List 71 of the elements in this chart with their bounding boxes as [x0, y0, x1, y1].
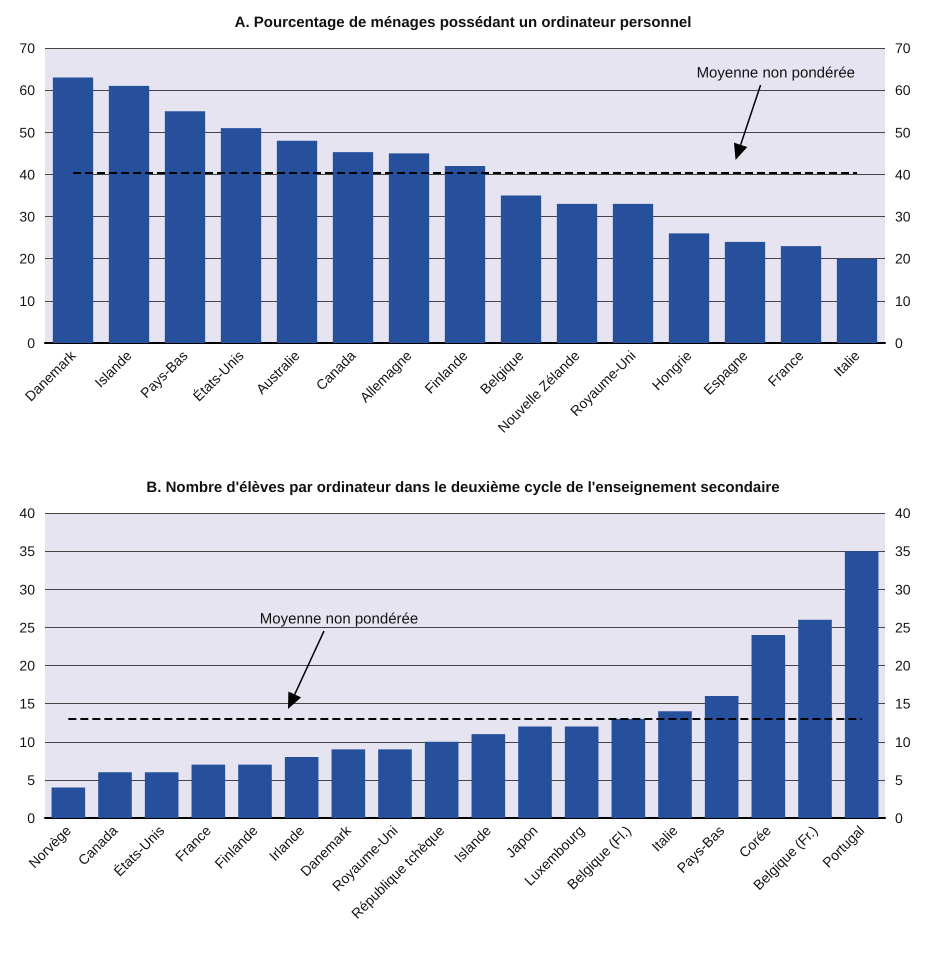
bar: [500, 196, 542, 343]
y-tick-label: 15: [19, 696, 36, 712]
y2-tick-label: 0: [895, 335, 903, 351]
y-tick-label: 70: [19, 40, 36, 56]
y2-tick-label: 20: [895, 250, 911, 267]
y2-tick-label: 40: [895, 166, 911, 182]
bar: [704, 696, 738, 818]
y2-tick-label: 30: [895, 581, 911, 598]
bar: [192, 764, 226, 818]
y-tick-label: 5: [27, 772, 36, 788]
y-tick-label: 35: [19, 543, 36, 560]
y2-tick-label: 0: [895, 810, 903, 826]
bar: [444, 166, 486, 343]
chart-title: B. Nombre d'élèves par ordinateur dans le deuxième cycle de l'enseignement secondaire: [146, 479, 780, 496]
y-tick-label: 40: [19, 166, 36, 182]
y2-tick-label: 15: [895, 696, 911, 712]
bar: [780, 246, 822, 343]
ref-line-label: Moyenne non pondérée: [260, 610, 418, 628]
bar: [332, 749, 366, 818]
bar: [724, 242, 766, 343]
chart-title: A. Pourcentage de ménages possédant un ordinateur personnel: [234, 14, 692, 31]
y-tick-label: 40: [19, 505, 36, 521]
bar: [752, 635, 786, 818]
ref-line-label: Moyenne non pondérée: [696, 64, 856, 82]
bar: [798, 620, 832, 818]
y2-tick-label: 60: [895, 82, 911, 98]
y-tick-label: 10: [19, 292, 36, 309]
y2-tick-label: 30: [895, 208, 911, 225]
bar: [836, 258, 878, 343]
y-tick-label: 0: [27, 335, 36, 351]
y-tick-label: 0: [27, 810, 36, 826]
y-tick-label: 20: [19, 658, 36, 674]
y-tick-label: 50: [19, 124, 36, 140]
y2-tick-label: 5: [895, 772, 903, 788]
y-tick-label: 20: [19, 250, 36, 267]
y2-tick-label: 35: [895, 543, 911, 560]
bar: [238, 764, 272, 818]
bar: [424, 742, 458, 818]
bar: [668, 233, 710, 343]
y2-tick-label: 70: [895, 40, 911, 56]
bar: [52, 78, 94, 343]
bar: [844, 551, 878, 818]
y-tick-label: 30: [19, 208, 36, 225]
bar: [52, 788, 86, 818]
y2-tick-label: 25: [895, 619, 911, 636]
y2-tick-label: 10: [895, 734, 911, 750]
bar: [658, 711, 692, 818]
bar: [388, 153, 430, 343]
bar: [164, 111, 206, 343]
y2-tick-label: 20: [895, 658, 911, 674]
y-tick-label: 10: [19, 734, 36, 750]
bar: [144, 772, 178, 818]
bar: [108, 86, 150, 343]
bar: [378, 749, 412, 818]
bar: [284, 757, 318, 818]
bar: [472, 734, 506, 818]
y2-tick-label: 10: [895, 292, 911, 309]
y-tick-label: 60: [19, 82, 36, 98]
bar: [612, 718, 646, 818]
y-tick-label: 25: [19, 619, 36, 636]
bar: [612, 204, 654, 343]
bar: [98, 772, 132, 818]
bar: [220, 128, 262, 343]
bar: [556, 204, 598, 343]
bar: [564, 726, 598, 818]
bar: [276, 140, 318, 343]
y2-tick-label: 40: [895, 505, 911, 521]
bar: [332, 152, 374, 343]
y2-tick-label: 50: [895, 124, 911, 140]
bar: [518, 726, 552, 818]
y-tick-label: 30: [19, 581, 36, 598]
